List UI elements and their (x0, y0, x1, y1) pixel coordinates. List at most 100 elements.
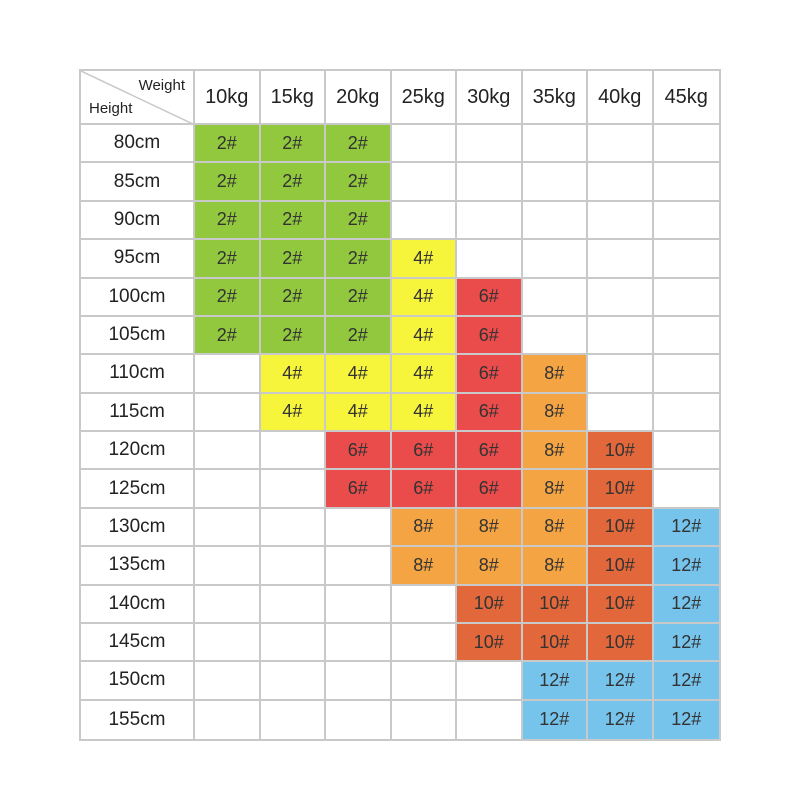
height-label: 115cm (81, 393, 195, 432)
size-cell: 6# (391, 432, 457, 471)
size-cell: 8# (522, 393, 588, 432)
size-cell: 12# (653, 662, 719, 701)
size-grid: Weight Height 10kg 15kg 20kg 25kg 30kg 35kg 40… (81, 71, 719, 739)
empty-cell (457, 662, 523, 701)
size-cell: 12# (653, 547, 719, 586)
empty-cell (457, 163, 523, 202)
empty-cell (195, 355, 261, 394)
empty-cell (653, 355, 719, 394)
empty-cell (653, 125, 719, 164)
size-cell: 10# (588, 547, 654, 586)
empty-cell (260, 470, 326, 509)
size-cell: 8# (457, 508, 523, 548)
size-cell: 4# (326, 355, 392, 394)
size-cell: 2# (195, 316, 261, 356)
empty-cell (588, 355, 654, 394)
empty-cell (195, 432, 261, 471)
empty-cell (260, 662, 326, 701)
empty-cell (588, 240, 654, 279)
height-label: 80cm (81, 125, 195, 164)
empty-cell (653, 394, 719, 432)
height-label: 95cm (81, 240, 195, 279)
size-cell: 2# (260, 125, 326, 164)
size-cell: 10# (588, 470, 654, 509)
size-cell: 10# (588, 432, 654, 471)
empty-cell (391, 201, 457, 241)
empty-cell (457, 240, 523, 279)
empty-cell (522, 163, 588, 202)
empty-cell (392, 700, 457, 739)
height-label: 100cm (81, 278, 195, 317)
height-label: 135cm (81, 547, 195, 586)
empty-cell (261, 700, 326, 739)
empty-cell (326, 623, 392, 663)
empty-cell (195, 662, 261, 701)
size-cell: 6# (326, 470, 392, 509)
size-cell: 12# (653, 700, 719, 739)
size-chart: Weight Height 10kg 15kg 20kg 25kg 30kg 35kg 40… (79, 69, 721, 741)
empty-cell (391, 662, 457, 701)
empty-cell (457, 201, 523, 241)
size-cell: 10# (588, 585, 654, 624)
height-label: 120cm (81, 432, 195, 471)
height-label: 140cm (81, 585, 195, 624)
size-cell: 8# (391, 508, 457, 548)
empty-cell (588, 201, 654, 241)
empty-cell (522, 125, 588, 164)
empty-cell (653, 163, 719, 202)
empty-cell (588, 125, 654, 164)
size-cell: 6# (326, 432, 392, 471)
empty-cell (391, 623, 457, 663)
empty-cell (588, 163, 654, 202)
size-cell: 2# (326, 278, 392, 317)
empty-cell (195, 585, 261, 624)
size-cell: 2# (260, 240, 326, 279)
size-cell: 4# (260, 355, 326, 394)
empty-cell (260, 432, 326, 471)
size-cell: 2# (260, 316, 326, 356)
empty-cell (653, 470, 719, 509)
weight-header-2: 20kg (326, 71, 392, 125)
size-cell: 6# (457, 278, 523, 317)
weight-axis-label: Weight (138, 77, 185, 94)
size-cell: 8# (391, 547, 457, 586)
empty-cell (522, 240, 588, 279)
empty-cell (522, 201, 588, 241)
empty-cell (653, 240, 719, 279)
size-cell: 8# (522, 355, 588, 394)
size-cell: 8# (522, 547, 588, 586)
size-cell: 2# (195, 201, 261, 241)
empty-cell (260, 623, 326, 663)
size-cell: 2# (195, 240, 261, 279)
size-cell: 10# (457, 623, 523, 663)
size-cell: 6# (457, 470, 523, 509)
empty-cell (195, 470, 261, 509)
corner-diagonal-line (81, 71, 193, 123)
empty-cell (195, 700, 261, 739)
height-label: 145cm (81, 623, 195, 663)
size-cell: 10# (522, 585, 588, 624)
size-cell: 8# (522, 508, 588, 548)
empty-cell (326, 662, 392, 701)
empty-cell (326, 508, 392, 548)
size-cell: 4# (391, 278, 457, 317)
height-label: 105cm (81, 316, 195, 356)
weight-header-5: 35kg (522, 71, 588, 125)
size-cell: 12# (588, 700, 654, 739)
size-cell: 12# (522, 700, 588, 739)
empty-cell (195, 393, 261, 432)
size-cell: 4# (391, 393, 457, 432)
height-label: 85cm (81, 163, 195, 202)
weight-header-1: 15kg (260, 71, 326, 125)
empty-cell (653, 202, 719, 241)
size-cell: 6# (457, 355, 523, 394)
empty-cell (326, 585, 392, 624)
empty-cell (260, 585, 326, 624)
size-cell: 2# (260, 278, 326, 317)
size-cell: 10# (457, 585, 523, 624)
empty-cell (260, 508, 326, 548)
weight-header-4: 30kg (457, 71, 523, 125)
empty-cell (588, 278, 654, 317)
size-cell: 4# (391, 355, 457, 394)
size-cell: 10# (522, 623, 588, 663)
